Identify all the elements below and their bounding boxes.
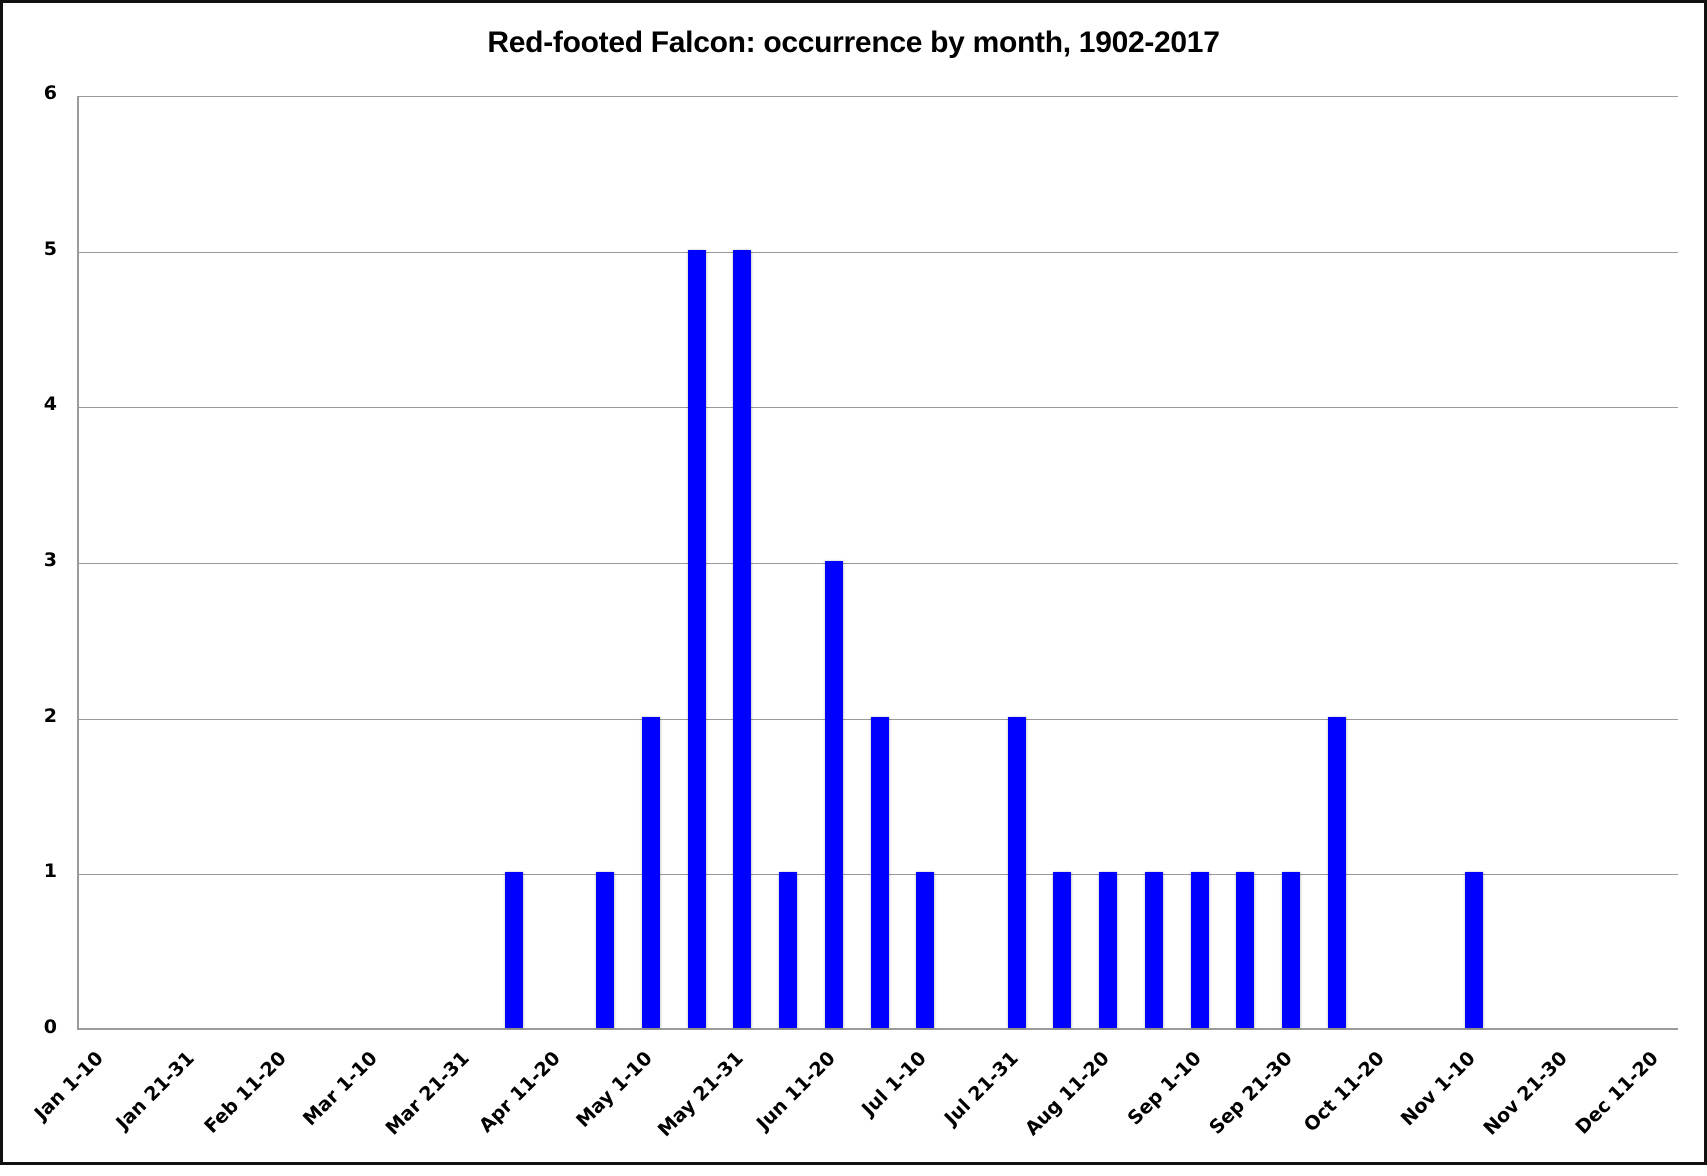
bar xyxy=(1465,872,1484,1028)
y-tick-label: 2 xyxy=(43,704,57,727)
bar xyxy=(1327,716,1346,1028)
bar xyxy=(870,716,889,1028)
gridline xyxy=(79,251,1678,253)
bar xyxy=(596,872,615,1028)
bar xyxy=(824,561,843,1028)
chart-title: Red-footed Falcon: occurrence by month, … xyxy=(487,26,1220,59)
bar xyxy=(1053,872,1072,1028)
y-tick-label: 1 xyxy=(43,860,57,883)
bar xyxy=(1099,872,1118,1028)
gridline xyxy=(79,407,1678,409)
bar xyxy=(1190,872,1209,1028)
bar xyxy=(1236,872,1255,1028)
bar xyxy=(687,249,706,1028)
gridline xyxy=(79,563,1678,564)
y-tick-label: 3 xyxy=(43,549,57,571)
bar xyxy=(733,249,752,1028)
gridline xyxy=(79,96,1678,97)
bar xyxy=(1282,872,1301,1028)
plot-area xyxy=(77,96,1678,1030)
bar xyxy=(1007,716,1026,1028)
y-tick-label: 0 xyxy=(43,1016,57,1038)
y-tick-label: 5 xyxy=(43,237,57,260)
bar xyxy=(504,872,523,1028)
bar xyxy=(1144,872,1163,1028)
bar xyxy=(916,872,935,1028)
bar xyxy=(641,716,660,1028)
y-tick-label: 6 xyxy=(43,82,57,104)
y-tick-label: 4 xyxy=(43,393,57,416)
bar xyxy=(779,872,797,1028)
